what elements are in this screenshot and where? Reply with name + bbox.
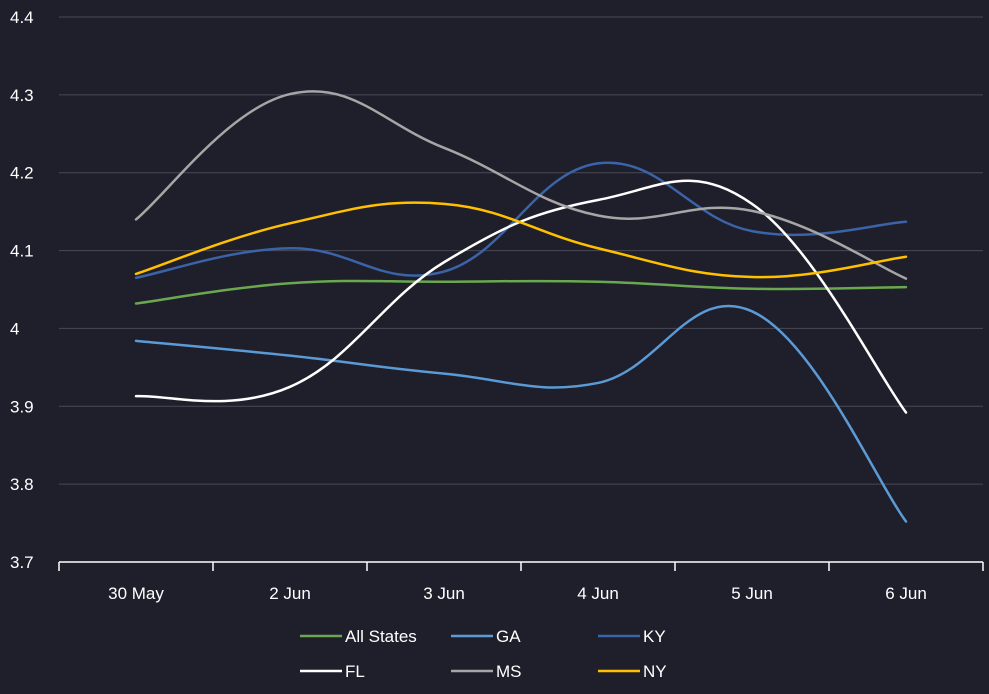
x-tick-label: 3 Jun: [423, 584, 465, 603]
series-line-ms: [134, 90, 908, 280]
legend-item-ny: NY: [598, 662, 667, 681]
gridlines: [59, 16, 983, 485]
y-axis-tick-labels: 3.7 3.8 3.9 4 4.1 4.2 4.3 4.4: [10, 8, 34, 572]
legend-label: All States: [345, 627, 417, 646]
y-tick-label: 4.2: [10, 164, 34, 183]
series-line-ny: [134, 201, 908, 279]
x-tick-label: 30 May: [108, 584, 164, 603]
legend-label: GA: [496, 627, 521, 646]
y-tick-label: 3.9: [10, 397, 34, 416]
legend: All States GA KY FL MS NY: [300, 627, 667, 681]
x-tick-label: 6 Jun: [885, 584, 927, 603]
series-line-ga: [134, 304, 908, 523]
y-tick-label: 3.8: [10, 475, 34, 494]
legend-label: NY: [643, 662, 667, 681]
series-lines: [134, 90, 908, 523]
x-tick-label: 5 Jun: [731, 584, 773, 603]
legend-label: MS: [496, 662, 522, 681]
x-tick-label: 2 Jun: [269, 584, 311, 603]
series-line-ky: [134, 161, 908, 280]
legend-label: KY: [643, 627, 666, 646]
legend-item-fl: FL: [300, 662, 365, 681]
legend-item-ga: GA: [451, 627, 521, 646]
series-line-fl: [134, 179, 908, 414]
legend-item-ms: MS: [451, 662, 522, 681]
x-tick-label: 4 Jun: [577, 584, 619, 603]
y-tick-label: 4.1: [10, 242, 34, 261]
y-tick-label: 3.7: [10, 553, 34, 572]
x-axis: 30 May 2 Jun 3 Jun 4 Jun 5 Jun 6 Jun: [58, 561, 984, 603]
y-tick-label: 4.3: [10, 86, 34, 105]
y-tick-label: 4: [10, 319, 19, 338]
y-tick-label: 4.4: [10, 8, 34, 27]
legend-label: FL: [345, 662, 365, 681]
series-line-all-states: [134, 279, 908, 305]
legend-item-ky: KY: [598, 627, 666, 646]
legend-item-all-states: All States: [300, 627, 417, 646]
